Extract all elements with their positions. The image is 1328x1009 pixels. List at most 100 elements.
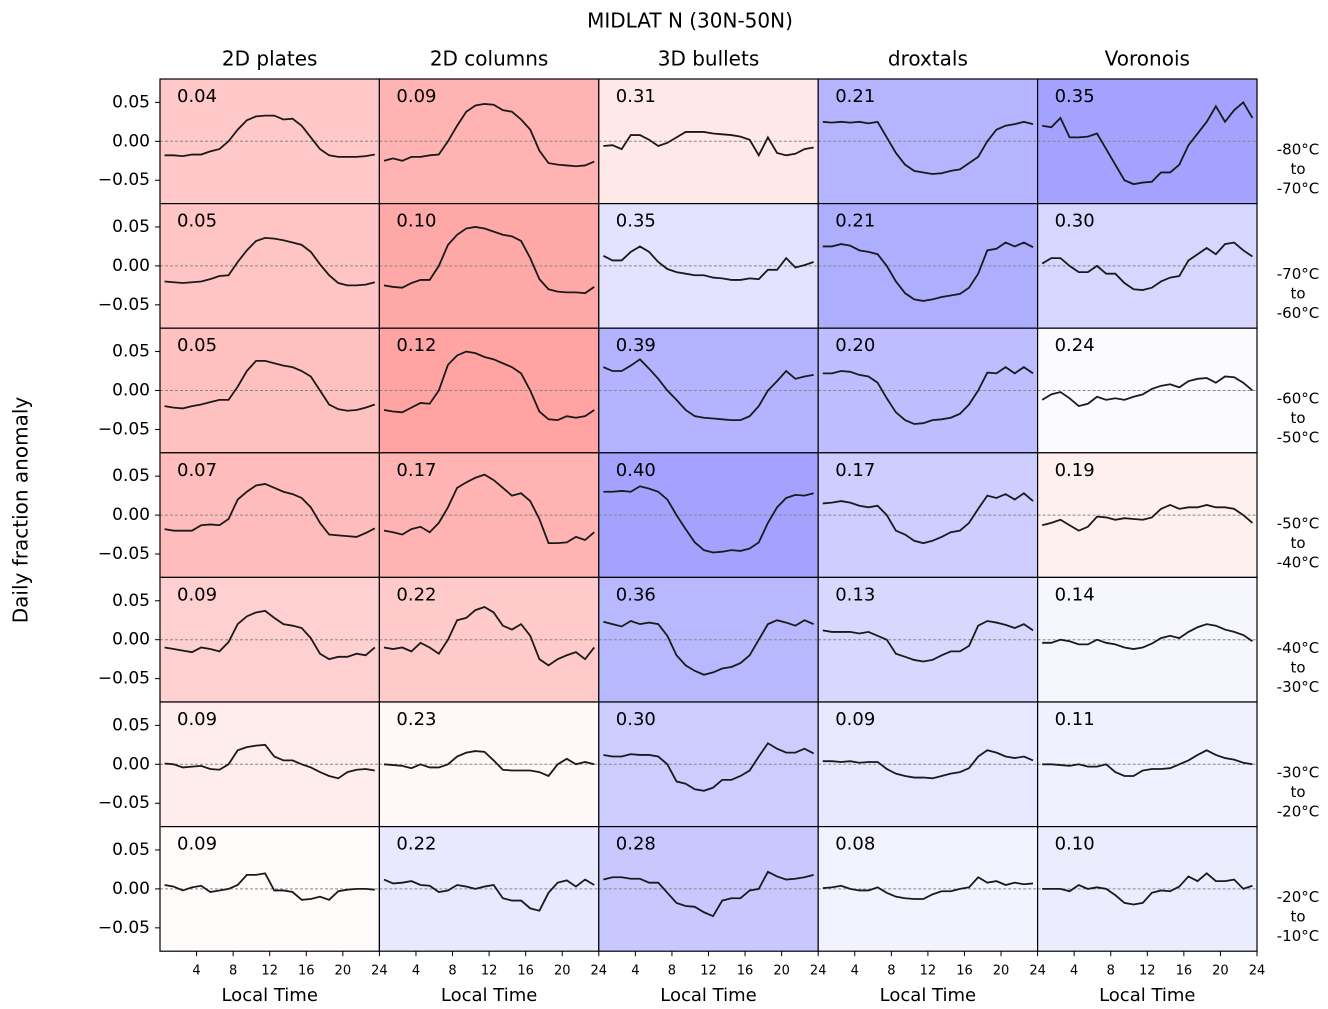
x-tick-label: 4 (192, 964, 200, 979)
y-tick-label: 0.05 (112, 715, 150, 735)
row-label: -60°C (1277, 390, 1319, 408)
column-title: Voronois (1105, 47, 1190, 71)
panel-annotation: 0.11 (1055, 709, 1095, 730)
x-tick-label: 20 (335, 964, 352, 979)
panel-annotation: 0.22 (396, 834, 436, 855)
y-tick-label: 0.05 (112, 840, 150, 860)
data-line (822, 620, 1034, 663)
x-tick-label: 8 (1107, 964, 1115, 979)
column-title: 2D columns (430, 47, 549, 71)
row-label: -20°C (1277, 888, 1319, 906)
x-tick-label: 12 (481, 964, 498, 979)
row-label: -80°C (1277, 141, 1319, 159)
y-tick-label: 0.00 (112, 879, 150, 899)
row-label: -30°C (1277, 678, 1319, 696)
row-label: to (1290, 409, 1305, 427)
panel-annotation: 0.14 (1055, 584, 1095, 605)
panel-annotation: 0.24 (1055, 335, 1095, 356)
chart-title: MIDLAT N (30N-50N) (587, 9, 793, 33)
y-tick-label: 0.05 (112, 217, 150, 237)
panel-annotation: 0.28 (616, 834, 656, 855)
panel-annotation: 0.35 (616, 211, 656, 232)
row-label: -20°C (1277, 803, 1319, 821)
data-line (603, 485, 814, 554)
panel-annotation: 0.09 (835, 709, 875, 730)
x-tick-label: 20 (773, 964, 790, 979)
data-line (164, 114, 375, 158)
panel-annotation: 0.36 (616, 584, 656, 605)
y-tick-label: 0.00 (112, 630, 150, 650)
panel-annotation: 0.04 (177, 86, 217, 107)
data-line (164, 236, 376, 287)
panel-frame (1036, 825, 1258, 952)
data-line (383, 606, 595, 667)
y-tick-label: 0.00 (112, 256, 150, 276)
panel-annotation: 0.19 (1055, 460, 1095, 481)
data-line (164, 609, 376, 661)
row-label: to (1290, 160, 1305, 178)
row-label: to (1290, 534, 1305, 552)
panel-annotation: 0.20 (835, 335, 875, 356)
data-line (603, 131, 814, 158)
panel-annotation: 0.10 (396, 211, 436, 232)
data-line (383, 350, 595, 422)
data-line (1041, 503, 1254, 532)
panel-annotation: 0.23 (396, 709, 436, 730)
data-line (383, 473, 595, 545)
data-line (383, 103, 595, 168)
panel-annotation: 0.09 (177, 584, 217, 605)
y-tick-label: 0.00 (112, 505, 150, 525)
panel-annotation: 0.13 (835, 584, 875, 605)
row-label: -70°C (1277, 180, 1319, 198)
y-tick-label: 0.00 (112, 131, 150, 151)
x-tick-label: 8 (887, 964, 895, 979)
row-label: to (1290, 285, 1305, 303)
data-line (1042, 623, 1253, 650)
data-line (1041, 375, 1254, 408)
row-label: -50°C (1277, 429, 1319, 447)
data-line (603, 619, 814, 676)
x-axis-label: Local Time (1099, 985, 1195, 1006)
data-line (383, 750, 595, 778)
panel-annotation: 0.05 (177, 211, 217, 232)
y-axis-label: Daily fraction anomaly (9, 397, 33, 624)
x-tick-label: 12 (261, 964, 278, 979)
row-label: to (1290, 658, 1305, 676)
panel-annotation: 0.35 (1055, 86, 1095, 107)
panel-annotation: 0.30 (1055, 211, 1095, 232)
data-line (602, 245, 814, 281)
panel-annotation: 0.05 (177, 335, 217, 356)
x-tick-label: 24 (810, 964, 827, 979)
data-line (164, 743, 375, 780)
x-axis-label: Local Time (441, 985, 537, 1006)
panel-annotation: 0.30 (616, 709, 656, 730)
x-tick-label: 12 (1139, 964, 1156, 979)
row-label: -60°C (1277, 304, 1319, 322)
x-axis-label: Local Time (880, 985, 976, 1006)
x-tick-label: 4 (1070, 964, 1078, 979)
data-line (1041, 241, 1253, 291)
data-line (383, 878, 595, 912)
x-tick-label: 16 (737, 964, 754, 979)
panel-annotation: 0.10 (1055, 834, 1095, 855)
x-tick-label: 4 (412, 964, 420, 979)
data-line (603, 358, 814, 421)
panel-annotation: 0.40 (616, 460, 656, 481)
column-title: droxtals (888, 47, 968, 71)
data-line (383, 226, 595, 295)
panel-annotation: 0.31 (616, 86, 656, 107)
x-tick-label: 20 (1212, 964, 1229, 979)
data-line (164, 483, 376, 538)
column-title: 3D bullets (658, 47, 760, 71)
x-tick-label: 24 (1029, 964, 1046, 979)
x-tick-label: 24 (371, 964, 388, 979)
x-tick-label: 16 (298, 964, 315, 979)
x-tick-label: 8 (229, 964, 237, 979)
y-tick-label: −0.05 (98, 544, 150, 564)
x-tick-label: 24 (1249, 964, 1266, 979)
panel-annotation: 0.08 (835, 834, 875, 855)
data-line (822, 492, 1034, 545)
x-axis-label: Local Time (221, 985, 317, 1006)
